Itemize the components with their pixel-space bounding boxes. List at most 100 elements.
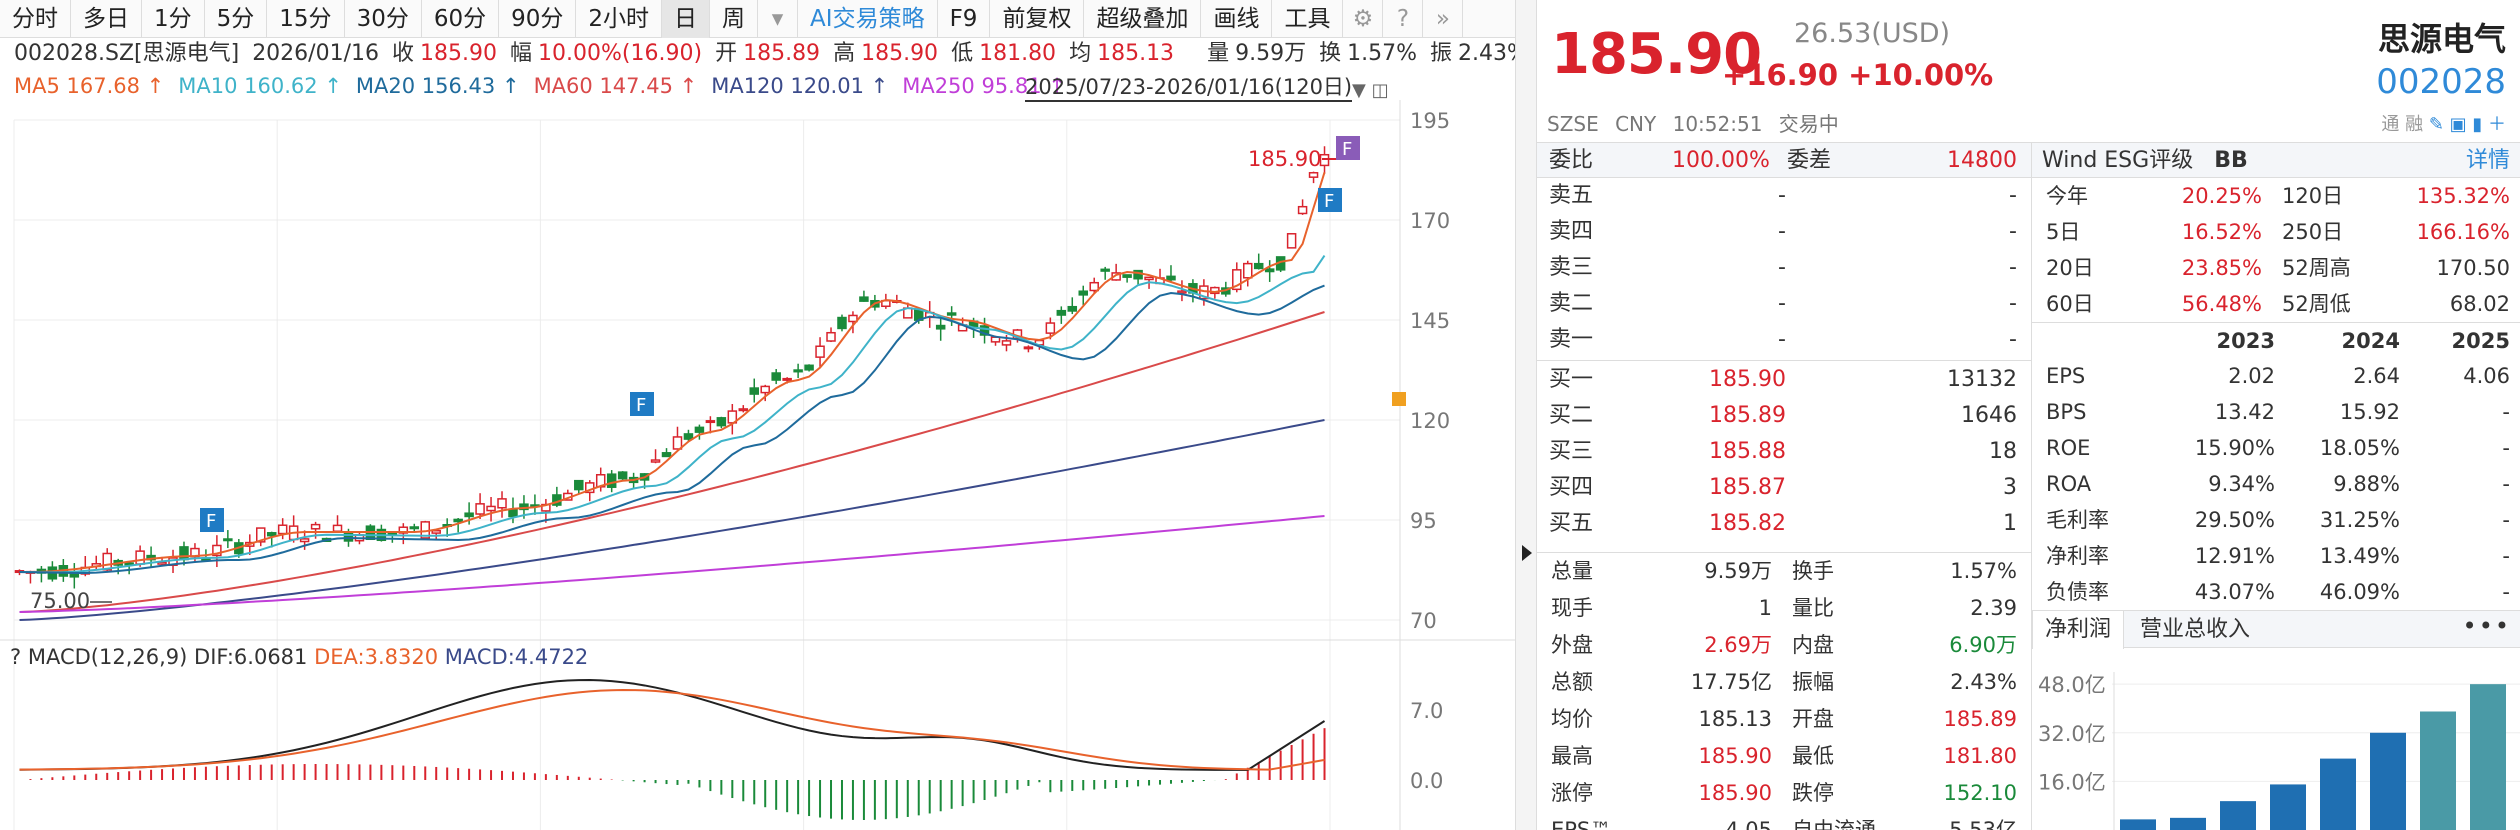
quote-panel: 185.90 26.53(USD) +16.90 +10.00% 思源电气 00…	[1537, 0, 2520, 830]
period-tab-2[interactable]: 1分	[142, 0, 205, 38]
profit-bar[interactable]	[2470, 684, 2506, 830]
settings-icon[interactable]: ⚙	[1343, 0, 1384, 38]
candle-body	[738, 408, 749, 412]
perf-row: 60日 56.48% 52周低 68.02	[2032, 286, 2520, 322]
ma-legend-item[interactable]: MA10 160.62 ↑	[178, 74, 342, 98]
toolbar-overlay-button[interactable]: 超级叠加	[1084, 0, 1202, 38]
candle-body	[1166, 275, 1176, 281]
ma-legend-item[interactable]: MA5 167.68 ↑	[14, 74, 165, 98]
candle-body	[1056, 309, 1067, 316]
kline-panel[interactable]: 分时 多日 1分 5分 15分 30分 60分 90分 2小时日周 ▾ AI交易策略 F9 前复权 超级叠…	[0, 0, 1515, 830]
quick-action-icons[interactable]: ✎ ▣ ▮ ＋	[2428, 114, 2506, 135]
ask-volume: -	[2009, 291, 2017, 316]
bid-row[interactable]: 买五 185.82 1	[1537, 506, 2031, 542]
date-range-selector[interactable]: 2025/07/23-2026/01/16(120日)	[1025, 74, 1353, 102]
bid-label: 买三	[1549, 439, 1594, 464]
profit-bar[interactable]	[2370, 732, 2406, 830]
ask-price: -	[1778, 219, 1786, 244]
ma-legend-item[interactable]: MA20 156.43 ↑	[355, 74, 520, 98]
esg-detail-link[interactable]: 详情	[2465, 148, 2510, 173]
perf-value: 135.32%	[2416, 184, 2510, 208]
stock-code[interactable]: 002028	[2376, 62, 2506, 102]
range-dropdown-icon[interactable]: ▼ ◫	[1352, 80, 1389, 101]
lock-icon[interactable]	[1392, 392, 1406, 406]
ask-label: 卖五	[1549, 183, 1594, 208]
stat-label: 均价	[1551, 707, 1593, 731]
period-tab-0[interactable]: 分时	[0, 0, 71, 38]
ask-row[interactable]: 卖四 - -	[1537, 214, 2031, 250]
stat-label: 涨停	[1551, 781, 1593, 805]
bid-row[interactable]: 买一 185.90 13132	[1537, 362, 2031, 398]
period-tab-5[interactable]: 30分	[345, 0, 422, 38]
collapse-arrow-icon[interactable]	[1522, 545, 1532, 561]
toolbar-f9-button[interactable]: F9	[938, 0, 991, 38]
market-status: SZSE CNY 10:52:51 交易中	[1547, 108, 1849, 137]
ask-row[interactable]: 卖二 - -	[1537, 286, 2031, 322]
candle-body	[1045, 322, 1056, 334]
info-date: 2026/01/16	[252, 41, 379, 66]
candle-body	[771, 372, 781, 381]
macd-axis-label: 0.0	[1410, 769, 1443, 793]
period-tab-7[interactable]: 90分	[499, 0, 577, 38]
quote-tags[interactable]: 通 融 ✎ ▣ ▮ ＋	[2381, 110, 2506, 136]
ma-legend-item[interactable]: MA120 120.01 ↑	[711, 74, 889, 98]
fin-year: 2023	[2216, 329, 2275, 353]
perf-label: 52周低	[2282, 292, 2351, 316]
more-icon[interactable]: •••	[2462, 612, 2511, 640]
ma-legend-item[interactable]: MA60 147.45 ↑	[533, 74, 698, 98]
toolbar-adjust-button[interactable]: 前复权	[990, 0, 1085, 38]
ai-strategy-button[interactable]: AI交易策略	[798, 0, 938, 38]
stat-value: 1	[1758, 596, 1772, 620]
bid-row[interactable]: 买二 185.89 1646	[1537, 398, 2031, 434]
ask-row[interactable]: 卖三 - -	[1537, 250, 2031, 286]
esg-header: Wind ESG评级 BB 详情	[2032, 142, 2520, 178]
period-tab-4[interactable]: 15分	[267, 0, 345, 38]
candle-body	[650, 459, 661, 463]
ma-legend-item[interactable]: MA250 95.81 ↑	[902, 74, 1066, 98]
kline-chart[interactable]: 195 170 145 120 95 70 185.90 75.00 F F F F 7.0 0.0	[0, 0, 1515, 830]
ask-volume: -	[2009, 327, 2017, 352]
ma-line	[19, 255, 1326, 574]
info-vol: 9.59万	[1235, 41, 1307, 66]
ask-row[interactable]: 卖一 - -	[1537, 322, 2031, 358]
event-flag-icon[interactable]	[1318, 188, 1342, 212]
candle-body	[749, 387, 759, 395]
help-icon[interactable]: ?	[1383, 0, 1424, 38]
profit-bar[interactable]	[2420, 711, 2456, 830]
candle-body	[69, 573, 80, 578]
event-flag-icon[interactable]	[200, 508, 224, 532]
period-tab-3[interactable]: 5分	[205, 0, 268, 38]
fin-value: -	[2502, 508, 2510, 532]
profit-bar[interactable]	[2120, 819, 2156, 830]
profit-bar[interactable]	[2320, 758, 2356, 830]
macd-help-icon[interactable]: ?	[10, 645, 22, 669]
macd-title[interactable]: MACD(12,26,9)	[27, 645, 188, 669]
low-price-mark: 75.00	[30, 589, 90, 613]
period-tab-10[interactable]: 周	[710, 0, 759, 38]
ask-volume: -	[2009, 219, 2017, 244]
period-tab-8[interactable]: 2小时	[576, 0, 663, 38]
bid-row[interactable]: 买四 185.87 3	[1537, 470, 2031, 506]
bid-row[interactable]: 买三 185.88 18	[1537, 434, 2031, 470]
panel-splitter[interactable]	[1515, 0, 1537, 830]
profit-bar[interactable]	[2170, 817, 2206, 830]
toolbar-draw-button[interactable]: 画线	[1201, 0, 1273, 38]
profit-bar[interactable]	[2270, 784, 2306, 830]
toolbar-tools-button[interactable]: 工具	[1272, 0, 1344, 38]
fin-label: 毛利率	[2046, 508, 2109, 532]
event-flag-icon[interactable]	[630, 392, 654, 416]
dropdown-icon[interactable]: ▾	[758, 0, 799, 38]
period-tab-1[interactable]: 多日	[71, 0, 142, 38]
period-tab-6[interactable]: 60分	[422, 0, 500, 38]
fin-year: 2024	[2341, 329, 2400, 353]
event-flag-icon[interactable]	[1336, 136, 1360, 160]
collapse-icon[interactable]: »	[1423, 0, 1464, 38]
ask-row[interactable]: 卖五 - -	[1537, 178, 2031, 214]
perf-value: 23.85%	[2181, 256, 2262, 280]
tab-revenue[interactable]: 营业总收入	[2140, 617, 2251, 642]
macd-value: MACD:4.4722	[444, 645, 589, 669]
period-tab-9[interactable]: 日	[662, 0, 711, 38]
candle-body	[946, 312, 957, 316]
tab-net-profit[interactable]: 净利润	[2032, 611, 2125, 649]
profit-bar[interactable]	[2220, 801, 2256, 830]
